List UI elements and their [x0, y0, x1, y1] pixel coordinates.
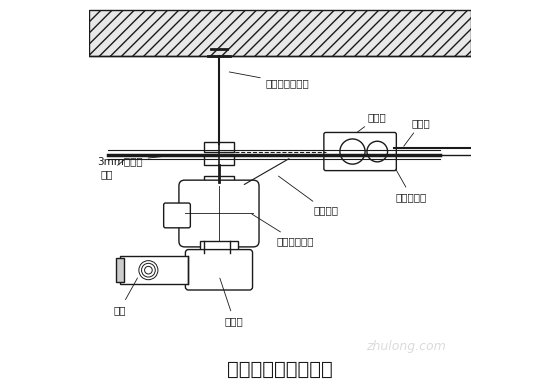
Text: 镜头: 镜头: [114, 278, 138, 315]
Text: 接线盒面板: 接线盒面板: [396, 169, 427, 202]
FancyBboxPatch shape: [179, 180, 259, 247]
Bar: [204, 142, 234, 152]
Text: 双向电动云台: 双向电动云台: [252, 214, 314, 246]
Circle shape: [367, 141, 388, 162]
Text: 接线盒: 接线盒: [357, 112, 386, 133]
Bar: [89, 10, 471, 56]
Bar: [204, 176, 234, 186]
FancyBboxPatch shape: [185, 250, 253, 290]
Text: 铆击式膨胀螺栓: 铆击式膨胀螺栓: [230, 72, 310, 88]
Text: 吊顶: 吊顶: [100, 159, 125, 180]
Text: 3mm厚钢板: 3mm厚钢板: [97, 156, 170, 166]
Text: zhulong.com: zhulong.com: [366, 339, 446, 353]
Text: 电线管: 电线管: [404, 118, 431, 146]
FancyBboxPatch shape: [164, 203, 190, 228]
FancyBboxPatch shape: [324, 132, 396, 171]
Bar: [120, 256, 189, 284]
Bar: [116, 258, 124, 282]
Circle shape: [340, 139, 365, 164]
Text: 同轴电缆: 同轴电缆: [278, 176, 338, 216]
Bar: [204, 155, 234, 165]
Text: 室内摄像机吊装方法: 室内摄像机吊装方法: [227, 360, 333, 378]
Text: 摄像机: 摄像机: [220, 278, 244, 326]
Bar: [200, 241, 238, 253]
